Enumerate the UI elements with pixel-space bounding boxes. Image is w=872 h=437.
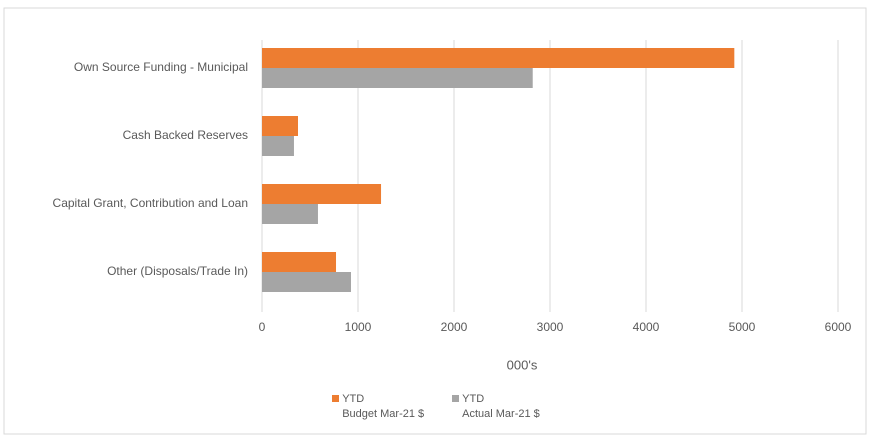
legend-item: YTD Budget Mar-21 $ (332, 392, 424, 422)
x-tick-label: 3000 (537, 320, 564, 334)
bar (262, 204, 318, 224)
bar (262, 48, 735, 68)
legend-label: YTD Budget Mar-21 $ (342, 393, 425, 420)
bar (262, 184, 382, 204)
legend-item: YTD Actual Mar-21 $ (452, 392, 540, 422)
x-tick-label: 4000 (633, 320, 660, 334)
x-axis-title: 000's (507, 357, 538, 372)
x-tick-label: 6000 (825, 320, 852, 334)
y-tick-label: Own Source Funding - Municipal (74, 60, 248, 74)
legend-swatch (332, 395, 340, 402)
legend-swatch (452, 395, 460, 402)
x-tick-label: 1000 (345, 320, 372, 334)
bar (262, 252, 337, 272)
x-tick-label: 2000 (441, 320, 468, 334)
x-tick-label: 5000 (729, 320, 756, 334)
bar (262, 116, 298, 136)
y-tick-label: Other (Disposals/Trade In) (107, 264, 248, 278)
bar (262, 272, 351, 292)
legend-label: YTD Actual Mar-21 $ (462, 393, 540, 420)
legend: YTD Budget Mar-21 $ YTD Actual Mar-21 $ (0, 392, 872, 422)
bar (262, 136, 294, 156)
y-tick-label: Cash Backed Reserves (123, 128, 248, 142)
x-tick-label: 0 (259, 320, 266, 334)
chart-border (3, 7, 867, 435)
y-tick-label: Capital Grant, Contribution and Loan (53, 196, 248, 210)
bar (262, 68, 533, 88)
